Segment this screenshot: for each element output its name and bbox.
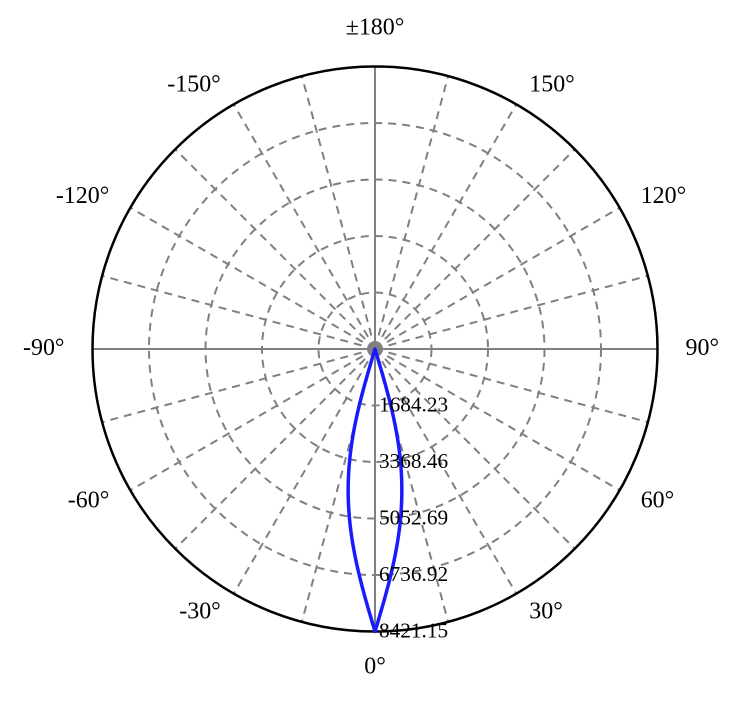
- angle-label: -90°: [23, 335, 64, 361]
- angle-label: -120°: [56, 183, 109, 209]
- angle-label: 0°: [364, 654, 386, 680]
- polar-light-distribution-chart: 0° 30° 60° 90° 120° 150° -150° -120° -90° -60° -30…: [0, 0, 747, 702]
- radial-label: 1684.23: [379, 393, 448, 417]
- radial-label: 5052.69: [379, 506, 448, 530]
- angle-label: -60°: [68, 487, 109, 513]
- radial-label: 6736.92: [379, 562, 448, 586]
- radial-label: 3368.46: [379, 449, 448, 473]
- radial-label: 8421.15: [379, 619, 448, 643]
- angle-label: 60°: [641, 487, 675, 513]
- angle-label: 150°: [529, 71, 574, 97]
- angle-label: 120°: [641, 183, 686, 209]
- angle-label: 30°: [529, 599, 563, 625]
- angle-label: 90°: [686, 335, 720, 361]
- angle-label: -150°: [167, 71, 220, 97]
- angle-label: -30°: [179, 599, 220, 625]
- angle-label: ±180°: [346, 15, 405, 41]
